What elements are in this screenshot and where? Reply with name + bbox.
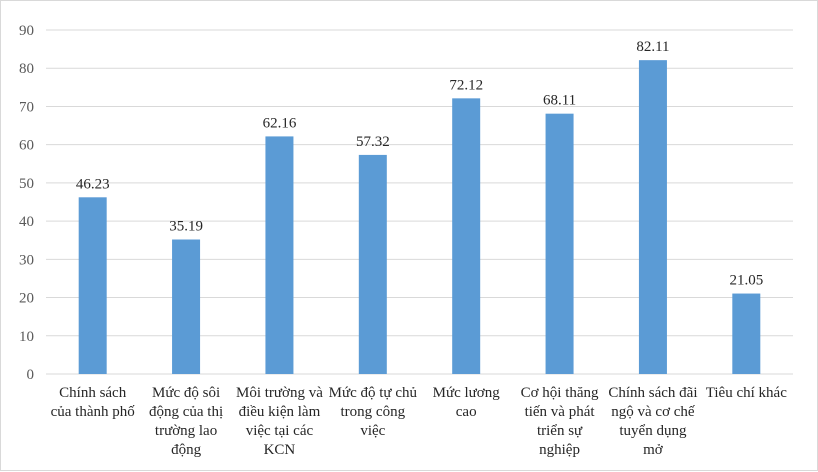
x-tick-label: Mức độ sôi [152,385,220,401]
y-tick-label: 0 [27,367,35,383]
x-tick-label: triển sự [537,423,583,439]
x-tick-label: Chính sách [59,385,127,401]
x-tick-label: điều kiện làm [239,404,321,420]
x-tick-label: ngộ và cơ chế [611,404,695,420]
x-tick-label: KCN [264,442,296,458]
bar [732,293,761,374]
x-tick-label: mở [643,442,664,458]
x-tick-label: trường lao [155,423,217,439]
x-tick-label: Tiêu chí khác [706,385,787,401]
x-tick-label: Môi trường và [236,385,323,401]
bar [452,98,481,374]
data-label: 21.05 [729,273,763,289]
data-label: 68.11 [543,93,576,109]
data-label: 72.12 [449,77,483,93]
bar [172,239,201,374]
y-tick-label: 90 [19,23,34,39]
bar [638,60,667,374]
y-tick-label: 80 [19,61,34,77]
x-tick-label: động [171,442,202,458]
x-tick-label: tiến và phát [525,404,596,420]
y-tick-label: 30 [19,252,34,268]
x-tick-label: tuyển dụng [619,423,687,439]
bar [358,154,387,374]
x-tick-label: động của thị [149,404,223,420]
bar [545,113,574,374]
data-label: 57.32 [356,134,390,150]
x-tick-label: trong công [341,404,406,420]
data-label: 46.23 [76,176,110,192]
x-tick-label: cao [456,404,477,420]
x-tick-label: Mức lương [433,385,501,401]
y-tick-label: 70 [19,99,34,115]
bar [78,197,107,374]
y-tick-label: 60 [19,138,34,154]
x-tick-label: Chính sách đãi [608,385,697,401]
x-tick-label: Mức độ tự chủ [329,385,418,401]
y-tick-label: 10 [19,329,34,345]
x-tick-label: việc [360,423,385,439]
bar [265,136,294,374]
y-tick-label: 50 [19,176,34,192]
y-tick-label: 40 [19,214,34,230]
x-tick-label: việc tại các [246,423,314,439]
data-label: 62.16 [263,115,297,131]
data-label: 82.11 [636,39,669,55]
y-tick-label: 20 [19,291,34,307]
x-tick-label: Cơ hội thăng [521,385,599,401]
x-tick-label: của thành phố [51,404,136,420]
x-tick-label: nghiệp [539,442,580,458]
data-label: 35.19 [169,218,203,234]
